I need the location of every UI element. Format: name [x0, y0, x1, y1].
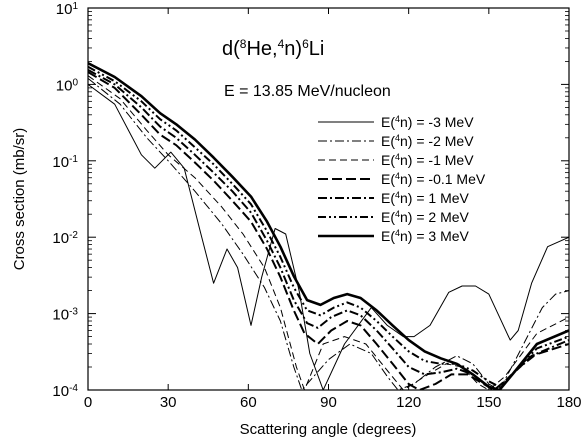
chart-subtitle: E = 13.85 MeV/nucleon [224, 83, 391, 100]
legend: E(4n) = -3 MeV E(4n) = -2 MeV E(4n) = -1 M… [318, 114, 486, 244]
legend-label-4: E(4n) = -0.1 MeV [381, 171, 486, 187]
legend-label-3: E(4n) = -1 MeV [381, 152, 474, 168]
series-line-2 [88, 78, 569, 390]
y-tick-label: 100 [56, 77, 79, 95]
x-tick-label: 30 [160, 394, 177, 411]
y-tick-label: 10-2 [52, 230, 78, 248]
x-tick-label: 0 [84, 394, 92, 411]
y-tick-label: 101 [56, 1, 79, 19]
series-line-1 [88, 83, 569, 390]
legend-label-6: E(4n) = 2 MeV [381, 209, 470, 225]
y-axis-label: Cross section (mb/sr) [11, 128, 28, 271]
legend-label-7: E(4n) = 3 MeV [381, 228, 470, 244]
series-line-3 [88, 75, 569, 390]
x-tick-label: 60 [240, 394, 257, 411]
x-tick-label: 90 [320, 394, 337, 411]
x-tick-label: 180 [556, 394, 581, 411]
x-tick-label: 150 [476, 394, 501, 411]
chart-title: d(8He,4n)6Li [222, 37, 324, 60]
legend-label-5: E(4n) = 1 MeV [381, 190, 470, 206]
x-axis-label: Scattering angle (degrees) [240, 421, 417, 438]
series-line-4 [88, 71, 569, 390]
x-tick-label: 120 [396, 394, 421, 411]
y-tick-label: 10-3 [52, 306, 78, 324]
series-line-6 [88, 65, 569, 388]
legend-label-2: E(4n) = -2 MeV [381, 133, 474, 149]
y-tick-label: 10-1 [52, 153, 78, 171]
legend-label-1: E(4n) = -3 MeV [381, 114, 474, 130]
y-tick-label: 10-4 [52, 383, 78, 401]
series-line-7 [88, 61, 569, 390]
